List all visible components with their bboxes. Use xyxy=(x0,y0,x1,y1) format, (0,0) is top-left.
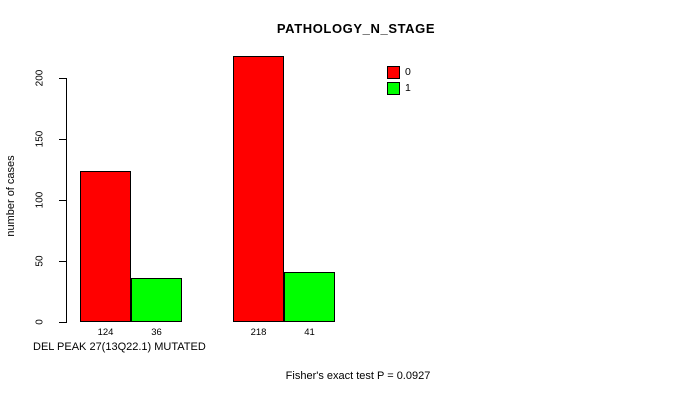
y-tick-label-200: 200 xyxy=(34,69,46,87)
y-tick-mark-100 xyxy=(59,199,66,201)
chart-title: PATHOLOGY_N_STAGE xyxy=(276,21,436,36)
legend-swatch-1 xyxy=(387,81,400,95)
bar-value-label-group1-series-0: 124 xyxy=(97,327,114,338)
y-tick-mark-200 xyxy=(59,77,66,79)
bar-group1-series-1 xyxy=(131,278,182,322)
y-tick-mark-50 xyxy=(59,260,66,262)
y-tick-mark-0 xyxy=(59,321,66,323)
legend-entry-1: 1 xyxy=(387,80,411,96)
bar-value-label-group2-series-0: 218 xyxy=(250,327,267,338)
bar-group2-series-0 xyxy=(233,56,284,322)
y-tick-label-100: 100 xyxy=(34,191,46,209)
bar-group1-series-0 xyxy=(80,170,131,322)
y-axis-line xyxy=(66,78,67,323)
y-tick-mark-150 xyxy=(59,138,66,140)
y-tick-label-0: 0 xyxy=(34,319,46,325)
legend-label-1: 1 xyxy=(405,82,411,94)
y-tick-label-150: 150 xyxy=(34,130,46,148)
legend-entry-0: 0 xyxy=(387,64,411,80)
fisher-test-annotation: Fisher's exact test P = 0.0927 xyxy=(285,370,431,382)
bar-group2-series-1 xyxy=(284,271,335,322)
x-axis-label: DEL PEAK 27(13Q22.1) MUTATED xyxy=(33,341,206,353)
bar-value-label-group1-series-1: 36 xyxy=(151,327,162,338)
y-tick-label-50: 50 xyxy=(34,255,46,267)
bar-value-label-group2-series-1: 41 xyxy=(304,327,315,338)
y-axis-label: number of cases xyxy=(5,155,17,237)
legend-swatch-0 xyxy=(387,65,400,79)
legend-label-0: 0 xyxy=(405,66,411,78)
